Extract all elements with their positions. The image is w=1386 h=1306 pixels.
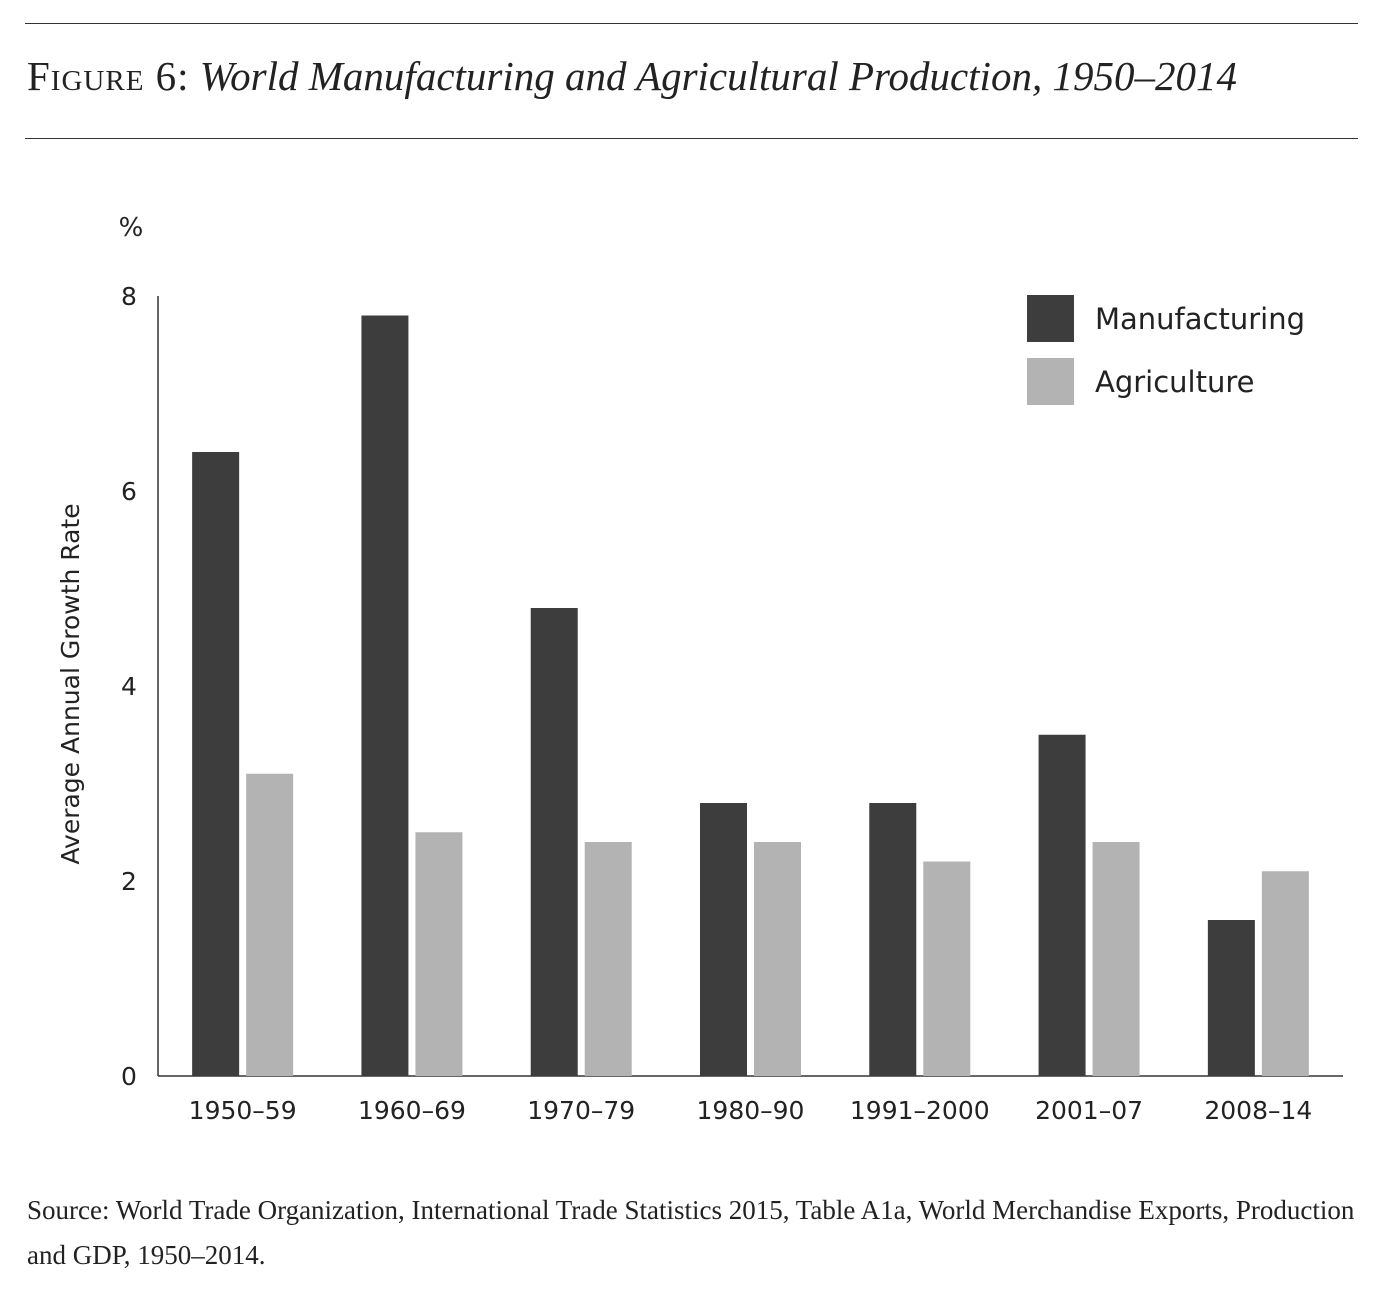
y-ticks: 0 2 4 6 8 [121,282,137,1091]
bar-manufacturing-2008-14 [1207,920,1255,1076]
title-bottom-rule [25,138,1358,139]
bar-agriculture-2008-14 [1261,871,1309,1076]
x-tick-label-1960-69: 1960–69 [358,1096,466,1125]
y-tick-label-2: 2 [121,867,137,896]
bar-chart: % Average Annual Growth Rate 0 2 4 6 8 1950–… [56,213,1343,1125]
bar-manufacturing-1960-69 [361,315,409,1076]
y-tick-label-4: 4 [121,672,137,701]
figure-title: Figure 6: World Manufacturing and Agricu… [27,52,1237,100]
figure-name: World Manufacturing and Agricultural Pro… [199,53,1237,99]
legend-label-agriculture: Agriculture [1095,365,1255,399]
legend: Manufacturing Agriculture [1027,295,1305,405]
y-tick-label-0: 0 [121,1062,137,1091]
figure-label: Figure 6: [27,53,190,99]
bar-agriculture-1980-90 [754,842,801,1076]
x-tick-label-1980-90: 1980–90 [697,1096,805,1125]
legend-swatch-manufacturing [1027,295,1074,342]
bar-manufacturing-2001-07 [1038,734,1086,1076]
legend-swatch-agriculture [1027,358,1074,405]
bar-manufacturing-1991-2000 [869,803,917,1076]
bar-agriculture-2001-07 [1092,842,1140,1076]
y-unit-label: % [119,213,144,243]
bar-agriculture-1960-69 [415,832,463,1076]
bar-agriculture-1991-2000 [923,861,971,1076]
bar-agriculture-1950-59 [246,773,294,1076]
legend-label-manufacturing: Manufacturing [1095,302,1305,336]
bars [192,315,1309,1076]
x-tick-label-1950-59: 1950–59 [189,1096,297,1125]
y-tick-label-8: 8 [121,282,137,311]
x-tick-label-2008-14: 2008–14 [1204,1096,1312,1125]
y-axis-title: Average Annual Growth Rate [56,503,85,864]
bar-agriculture-1970-79 [584,842,632,1076]
x-tick-label-2001-07: 2001–07 [1035,1096,1143,1125]
top-rule [25,23,1358,24]
bar-manufacturing-1980-90 [700,803,747,1076]
x-tick-label-1991-2000: 1991–2000 [850,1096,990,1125]
bar-manufacturing-1970-79 [530,608,578,1076]
x-tick-labels: 1950–59 1960–69 1970–79 1980–90 1991–2000 200… [189,1096,1313,1125]
bar-manufacturing-1950-59 [192,452,240,1076]
y-tick-label-6: 6 [121,477,137,506]
source-note: Source: World Trade Organization, Intern… [27,1195,1355,1270]
x-tick-label-1970-79: 1970–79 [527,1096,635,1125]
